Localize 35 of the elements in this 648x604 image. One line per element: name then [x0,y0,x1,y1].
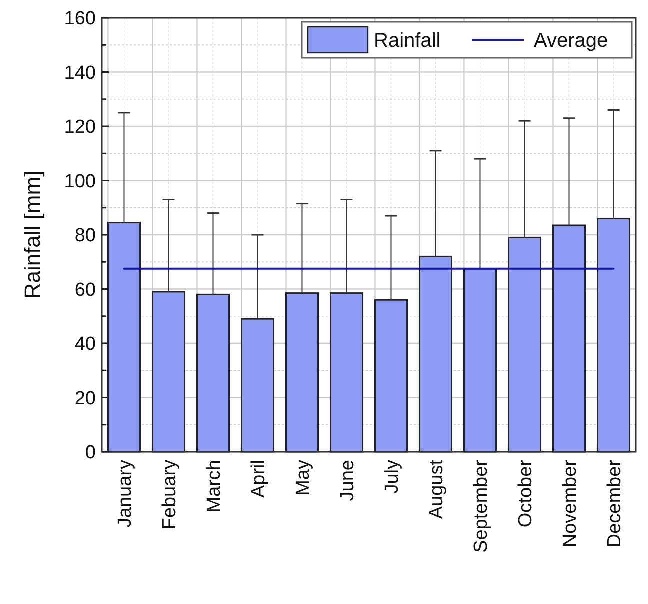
x-tick-label: Febuary [159,460,180,530]
bar [596,218,631,453]
bar [330,292,364,453]
bar [463,268,498,453]
y-axis-title: Rainfall [mm] [20,170,45,300]
x-tick-label: December [604,459,626,548]
y-tick-label: 80 [74,226,96,247]
bar [240,318,275,453]
y-tick-label: 60 [74,280,96,301]
x-tick-label: August [426,459,448,520]
x-tick-label: November [560,459,581,548]
legend-label: Average [534,30,608,52]
bar [285,292,320,453]
bar [374,299,408,453]
x-tick-label: June [337,460,358,502]
x-tick-label: July [382,460,403,494]
bar [196,294,230,453]
y-tick-label: 20 [74,388,96,410]
y-tick-label: 120 [64,117,96,138]
y-tick-label: 140 [64,62,96,84]
y-tick-label: 0 [85,442,96,464]
x-tick-label: October [515,459,536,528]
y-tick-label: 100 [64,171,96,192]
x-tick-label: January [114,460,136,528]
x-tick-label: September [470,459,492,553]
bar [152,291,186,453]
bar [418,256,453,453]
x-tick-label: March [204,460,225,513]
y-tick-label: 40 [74,334,96,356]
bar [508,236,542,453]
x-tick-label: April [248,460,270,498]
x-tick-label: May [292,460,314,496]
y-tick-label: 160 [64,8,96,30]
bar [552,224,586,453]
legend-label: Rainfall [374,30,441,52]
